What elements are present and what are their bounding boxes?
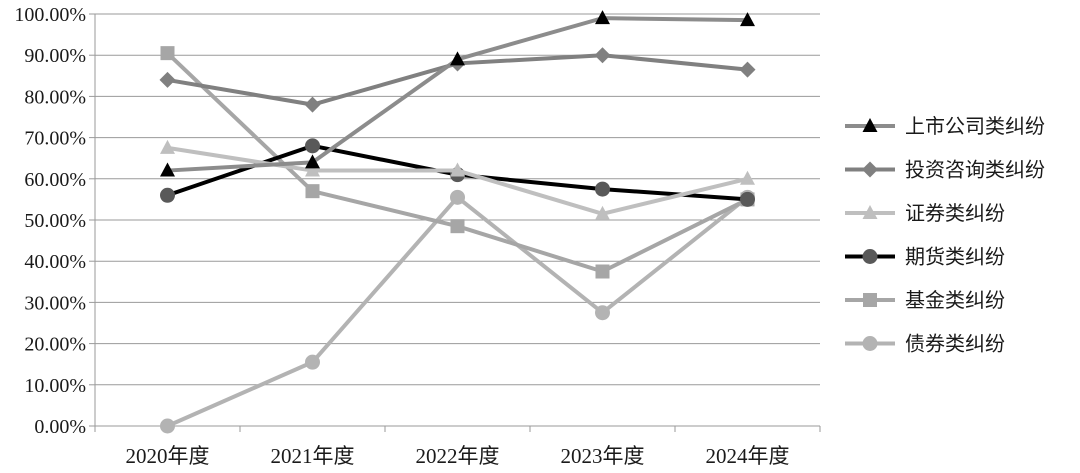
legend-label: 投资咨询类纠纷 — [905, 158, 1045, 182]
y-tick-label: 20.00% — [24, 334, 86, 356]
data-point — [740, 170, 755, 185]
data-point — [305, 184, 320, 199]
data-point — [739, 61, 756, 78]
legend-marker — [862, 118, 878, 132]
legend-item-3: 证券类纠纷 — [845, 201, 1005, 225]
legend-label: 期货类纠纷 — [905, 245, 1005, 269]
y-tick-label: 10.00% — [24, 375, 86, 397]
y-tick-label: 40.00% — [24, 251, 86, 273]
legend-marker — [862, 205, 878, 219]
data-point — [160, 418, 175, 434]
data-point — [304, 96, 321, 113]
data-point — [450, 51, 465, 66]
data-point — [305, 138, 320, 154]
data-point — [740, 191, 755, 207]
y-tick-label: 50.00% — [24, 210, 86, 232]
data-point — [160, 187, 175, 203]
legend-label: 债券类纠纷 — [905, 332, 1005, 356]
legend-item-2: 投资咨询类纠纷 — [845, 158, 1045, 182]
data-point — [160, 162, 175, 177]
legend-marker — [862, 249, 878, 264]
legend-marker — [862, 161, 878, 178]
axes: 0.00% 10.00% 20.00% 30.00% 40.00% 50.00% 60.00… — [14, 4, 821, 468]
legend-label: 基金类纠纷 — [905, 288, 1005, 312]
y-tick-label: 70.00% — [24, 128, 86, 150]
data-point — [594, 47, 611, 64]
legend-item-1: 上市公司类纠纷 — [845, 114, 1045, 138]
legend-item-5: 基金类纠纷 — [845, 288, 1005, 312]
legend-item-6: 债券类纠纷 — [845, 332, 1005, 356]
data-point — [159, 71, 176, 88]
data-point — [305, 154, 320, 169]
data-point — [450, 219, 465, 234]
legend-marker — [862, 336, 878, 351]
x-tick-label: 2020年度 — [126, 444, 210, 468]
series-lines — [159, 10, 756, 434]
y-tick-label: 100.00% — [14, 4, 86, 26]
data-point — [595, 181, 610, 197]
data-point — [160, 139, 175, 154]
data-point — [595, 264, 610, 279]
legend-label: 上市公司类纠纷 — [905, 114, 1045, 138]
data-point — [595, 10, 610, 25]
data-point — [160, 46, 175, 61]
x-tick-label: 2021年度 — [271, 444, 355, 468]
legend-marker — [863, 293, 877, 307]
legend-item-4: 期货类纠纷 — [845, 245, 1005, 269]
y-tick-label: 80.00% — [24, 86, 86, 108]
series-1 — [160, 10, 755, 177]
series-3 — [160, 139, 755, 220]
x-tick-label: 2022年度 — [416, 444, 500, 468]
data-point — [450, 189, 465, 205]
data-point — [595, 205, 610, 220]
y-tick-label: 90.00% — [24, 45, 86, 67]
data-point — [305, 162, 320, 177]
data-point — [740, 12, 755, 27]
x-tick-label: 2023年度 — [561, 444, 645, 468]
x-tick-label: 2024年度 — [706, 444, 790, 468]
data-point — [595, 305, 610, 321]
data-point — [450, 162, 465, 177]
legend-label: 证券类纠纷 — [905, 201, 1005, 225]
y-tick-label: 30.00% — [24, 292, 86, 314]
y-tick-label: 0.00% — [34, 416, 86, 438]
data-point — [305, 354, 320, 370]
y-tick-label: 60.00% — [24, 169, 86, 191]
